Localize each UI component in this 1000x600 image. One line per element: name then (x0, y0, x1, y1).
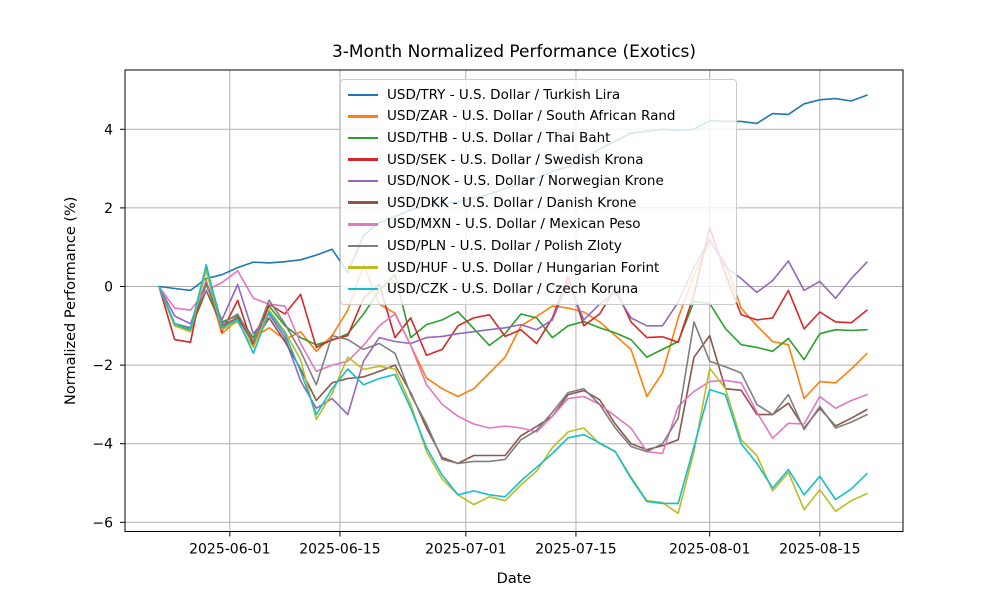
legend-item-USD-CZK: USD/CZK - U.S. Dollar / Czech Koruna (348, 278, 728, 300)
x-tick-label: 2025-06-15 (299, 542, 380, 558)
series-line-USD-THB (158, 273, 868, 361)
y-axis-label: Normalized Performance (%) (63, 197, 79, 405)
y-tick-label: −2 (92, 358, 113, 374)
axis-tick-labels: 2025-06-01 2025-06-15 2025-07-01 2025-07-15… (92, 122, 860, 557)
legend-item-USD-NOK: USD/NOK - U.S. Dollar / Norwegian Krone (348, 170, 728, 192)
legend-item-label: USD/ZAR - U.S. Dollar / South African Ra… (387, 108, 676, 125)
legend-sample-line (348, 115, 378, 118)
x-tick-label: 2025-07-15 (535, 542, 616, 558)
legend-sample-line (348, 223, 378, 226)
legend-sample-line (348, 158, 378, 161)
legend-item-USD-DKK: USD/DKK - U.S. Dollar / Danish Krone (348, 192, 728, 214)
legend-sample-line (348, 136, 378, 140)
legend-sample-line (348, 266, 378, 269)
legend-sample-line (348, 179, 378, 183)
legend-sample-line (348, 244, 378, 248)
x-tick-label: 2025-06-01 (189, 542, 270, 558)
legend-sample-line (348, 201, 378, 205)
x-axis-label: Date (497, 571, 532, 587)
legend-item-USD-MXN: USD/MXN - U.S. Dollar / Mexican Peso (348, 214, 728, 236)
legend-item-USD-THB: USD/THB - U.S. Dollar / Thai Baht (348, 127, 728, 149)
legend-item-USD-PLN: USD/PLN - U.S. Dollar / Polish Zloty (348, 235, 728, 257)
y-tick-label: −6 (92, 515, 113, 531)
legend-item-label: USD/SEK - U.S. Dollar / Swedish Krona (387, 151, 644, 168)
legend: USD/TRY - U.S. Dollar / Turkish Lira USD/… (340, 79, 737, 305)
axis-ticks (120, 128, 821, 537)
legend-item-label: USD/HUF - U.S. Dollar / Hungarian Forint (387, 259, 660, 276)
series-line-USD-CZK (158, 264, 868, 505)
legend-item-USD-SEK: USD/SEK - U.S. Dollar / Swedish Krona (348, 149, 728, 171)
legend-item-USD-HUF: USD/HUF - U.S. Dollar / Hungarian Forint (348, 257, 728, 279)
series-line-USD-MXN (158, 269, 868, 455)
series-line-USD-HUF (158, 269, 868, 515)
legend-item-label: USD/TRY - U.S. Dollar / Turkish Lira (387, 86, 621, 103)
legend-item-label: USD/THB - U.S. Dollar / Thai Baht (387, 129, 611, 146)
y-tick-label: 2 (104, 201, 113, 217)
legend-item-label: USD/DKK - U.S. Dollar / Danish Krone (387, 194, 637, 211)
series-line-USD-DKK (158, 285, 868, 465)
x-tick-label: 2025-08-01 (669, 542, 750, 558)
plot-border (124, 69, 904, 532)
legend-item-label: USD/CZK - U.S. Dollar / Czech Koruna (387, 281, 639, 298)
legend-sample-line (348, 93, 378, 97)
legend-item-USD-ZAR: USD/ZAR - U.S. Dollar / South African Ra… (348, 106, 728, 128)
x-tick-label: 2025-07-01 (425, 542, 506, 558)
series-line-USD-NOK (158, 238, 868, 416)
y-tick-label: 4 (104, 122, 113, 138)
series-line-USD-SEK (158, 226, 868, 357)
data-series (158, 94, 868, 515)
legend-item-label: USD/PLN - U.S. Dollar / Polish Zloty (387, 237, 622, 254)
legend-item-label: USD/NOK - U.S. Dollar / Norwegian Krone (387, 173, 664, 190)
y-tick-label: −4 (92, 437, 113, 453)
x-tick-label: 2025-08-15 (779, 542, 860, 558)
legend-item-USD-TRY: USD/TRY - U.S. Dollar / Turkish Lira (348, 84, 728, 106)
legend-item-label: USD/MXN - U.S. Dollar / Mexican Peso (387, 216, 641, 233)
legend-sample-line (348, 287, 378, 291)
chart-title: 3-Month Normalized Performance (Exotics) (332, 42, 696, 62)
series-line-USD-PLN (158, 266, 868, 465)
y-tick-label: 0 (104, 280, 113, 296)
